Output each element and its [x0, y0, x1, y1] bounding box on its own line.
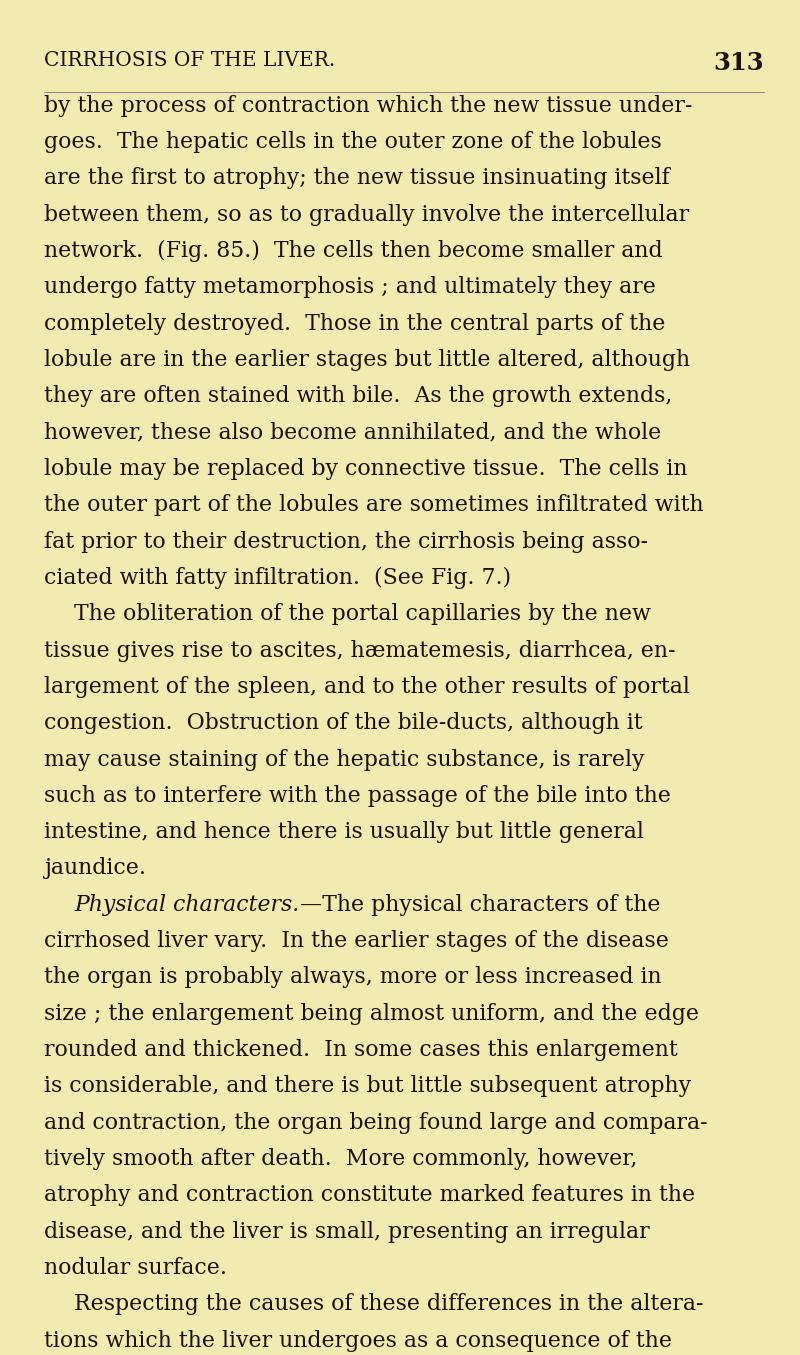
Text: rounded and thickened.  In some cases this enlargement: rounded and thickened. In some cases thi…: [44, 1039, 678, 1061]
Text: Physical characters.: Physical characters.: [74, 894, 300, 916]
Text: undergo fatty metamorphosis ; and ultimately they are: undergo fatty metamorphosis ; and ultima…: [44, 276, 656, 298]
Text: intestine, and hence there is usually but little general: intestine, and hence there is usually bu…: [44, 821, 644, 843]
Text: largement of the spleen, and to the other results of portal: largement of the spleen, and to the othe…: [44, 676, 690, 698]
Text: lobule are in the earlier stages but little altered, although: lobule are in the earlier stages but lit…: [44, 350, 690, 371]
Text: 313: 313: [714, 51, 764, 76]
Text: —The physical characters of the: —The physical characters of the: [300, 894, 660, 916]
Text: fat prior to their destruction, the cirrhosis being asso-: fat prior to their destruction, the cirr…: [44, 531, 648, 553]
Text: atrophy and contraction constitute marked features in the: atrophy and contraction constitute marke…: [44, 1184, 695, 1206]
Text: ciated with fatty infiltration.  (See Fig. 7.): ciated with fatty infiltration. (See Fig…: [44, 566, 511, 589]
Text: disease, and the liver is small, presenting an irregular: disease, and the liver is small, present…: [44, 1221, 650, 1243]
Text: by the process of contraction which the new tissue under-: by the process of contraction which the …: [44, 95, 692, 117]
Text: may cause staining of the hepatic substance, is rarely: may cause staining of the hepatic substa…: [44, 748, 645, 771]
Text: cirrhosed liver vary.  In the earlier stages of the disease: cirrhosed liver vary. In the earlier sta…: [44, 930, 669, 953]
Text: network.  (Fig. 85.)  The cells then become smaller and: network. (Fig. 85.) The cells then becom…: [44, 240, 662, 263]
Text: such as to interfere with the passage of the bile into the: such as to interfere with the passage of…: [44, 785, 671, 806]
Text: between them, so as to gradually involve the intercellular: between them, so as to gradually involve…: [44, 203, 689, 226]
Text: tively smooth after death.  More commonly, however,: tively smooth after death. More commonly…: [44, 1148, 638, 1169]
Text: the outer part of the lobules are sometimes infiltrated with: the outer part of the lobules are someti…: [44, 495, 704, 516]
Text: Respecting the causes of these differences in the altera-: Respecting the causes of these differenc…: [74, 1293, 704, 1316]
Text: The obliteration of the portal capillaries by the new: The obliteration of the portal capillari…: [74, 603, 651, 625]
Text: goes.  The hepatic cells in the outer zone of the lobules: goes. The hepatic cells in the outer zon…: [44, 131, 662, 153]
Text: they are often stained with bile.  As the growth extends,: they are often stained with bile. As the…: [44, 385, 672, 408]
Text: tissue gives rise to ascites, hæmatemesis, diarrhcea, en-: tissue gives rise to ascites, hæmatemesi…: [44, 640, 675, 661]
Text: nodular surface.: nodular surface.: [44, 1257, 227, 1279]
Text: tions which the liver undergoes as a consequence of the: tions which the liver undergoes as a con…: [44, 1329, 672, 1351]
Text: lobule may be replaced by connective tissue.  The cells in: lobule may be replaced by connective tis…: [44, 458, 687, 480]
Text: jaundice.: jaundice.: [44, 858, 146, 879]
Text: however, these also become annihilated, and the whole: however, these also become annihilated, …: [44, 421, 662, 443]
Text: are the first to atrophy; the new tissue insinuating itself: are the first to atrophy; the new tissue…: [44, 168, 670, 190]
Text: congestion.  Obstruction of the bile-ducts, although it: congestion. Obstruction of the bile-duct…: [44, 713, 642, 734]
Text: completely destroyed.  Those in the central parts of the: completely destroyed. Those in the centr…: [44, 313, 666, 335]
Text: size ; the enlargement being almost uniform, and the edge: size ; the enlargement being almost unif…: [44, 1003, 699, 1024]
Text: and contraction, the organ being found large and compara-: and contraction, the organ being found l…: [44, 1111, 708, 1134]
Text: CIRRHOSIS OF THE LIVER.: CIRRHOSIS OF THE LIVER.: [44, 51, 335, 70]
Text: the organ is probably always, more or less increased in: the organ is probably always, more or le…: [44, 966, 662, 988]
Text: is considerable, and there is but little subsequent atrophy: is considerable, and there is but little…: [44, 1076, 691, 1098]
